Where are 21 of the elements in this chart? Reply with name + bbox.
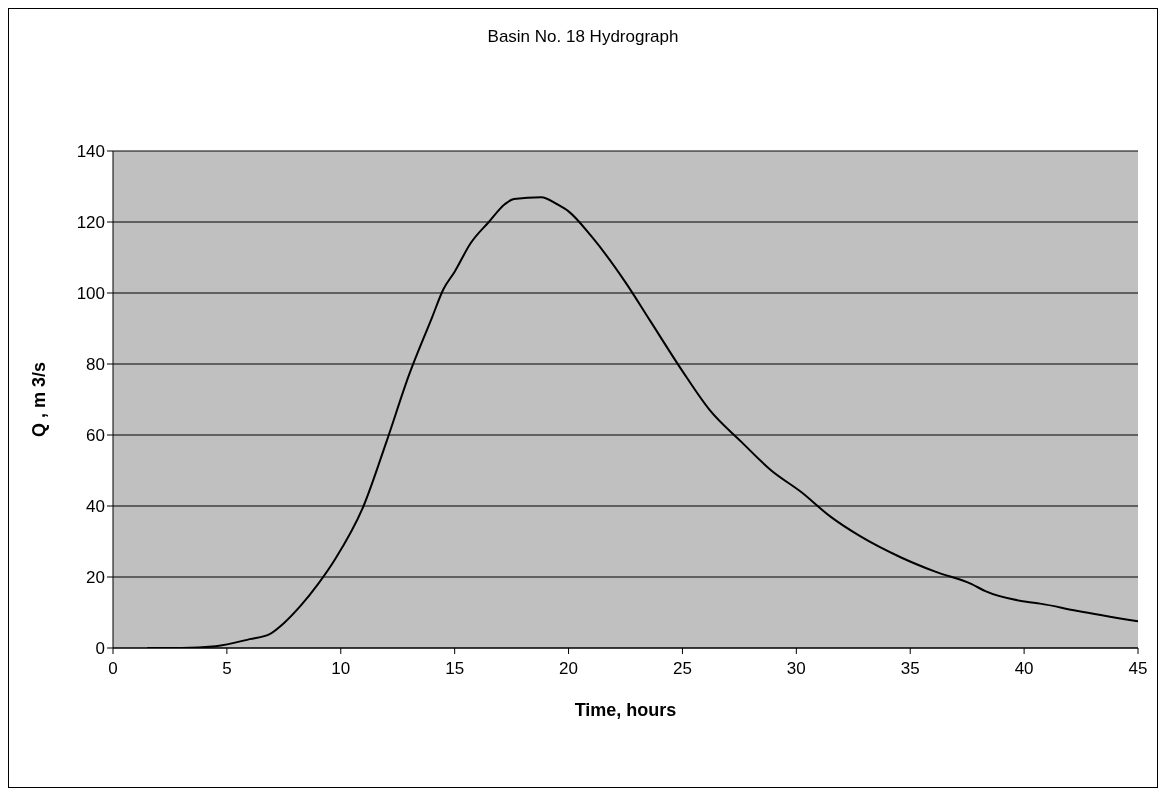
x-tick-label: 0 bbox=[108, 659, 118, 679]
x-tick-label: 45 bbox=[1128, 659, 1148, 679]
x-tick-label: 30 bbox=[786, 659, 806, 679]
y-tick-label: 100 bbox=[76, 284, 105, 304]
x-tick-label: 40 bbox=[1014, 659, 1034, 679]
x-tick-label: 5 bbox=[222, 659, 232, 679]
chart-title: Basin No. 18 Hydrograph bbox=[486, 27, 680, 47]
x-tick-label: 25 bbox=[672, 659, 692, 679]
y-tick-label: 80 bbox=[86, 355, 105, 375]
y-tick-label: 120 bbox=[76, 213, 105, 233]
y-tick-label: 0 bbox=[95, 639, 105, 659]
y-tick-label: 20 bbox=[86, 568, 105, 588]
x-axis-title: Time, hours bbox=[574, 700, 677, 720]
x-tick-label: 20 bbox=[559, 659, 579, 679]
x-tick-label: 15 bbox=[445, 659, 465, 679]
x-tick-label: 35 bbox=[900, 659, 920, 679]
x-tick-label: 10 bbox=[331, 659, 351, 679]
y-tick-label: 140 bbox=[76, 142, 105, 162]
y-axis-title: Q , m 3/s bbox=[29, 361, 50, 438]
y-tick-label: 40 bbox=[86, 497, 105, 517]
y-tick-label: 60 bbox=[86, 426, 105, 446]
